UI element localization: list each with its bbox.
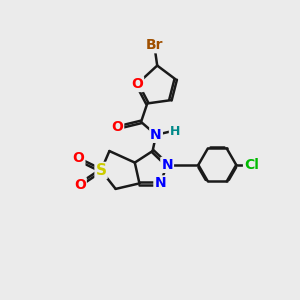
Text: N: N: [150, 128, 162, 142]
Text: Br: Br: [146, 38, 164, 52]
Text: O: O: [74, 178, 86, 192]
Text: O: O: [111, 120, 123, 134]
Text: O: O: [131, 77, 143, 91]
Text: N: N: [154, 176, 166, 190]
Text: Cl: Cl: [244, 158, 259, 172]
Text: H: H: [170, 125, 180, 138]
Text: S: S: [96, 163, 106, 178]
Text: N: N: [161, 158, 173, 172]
Text: O: O: [73, 152, 84, 165]
